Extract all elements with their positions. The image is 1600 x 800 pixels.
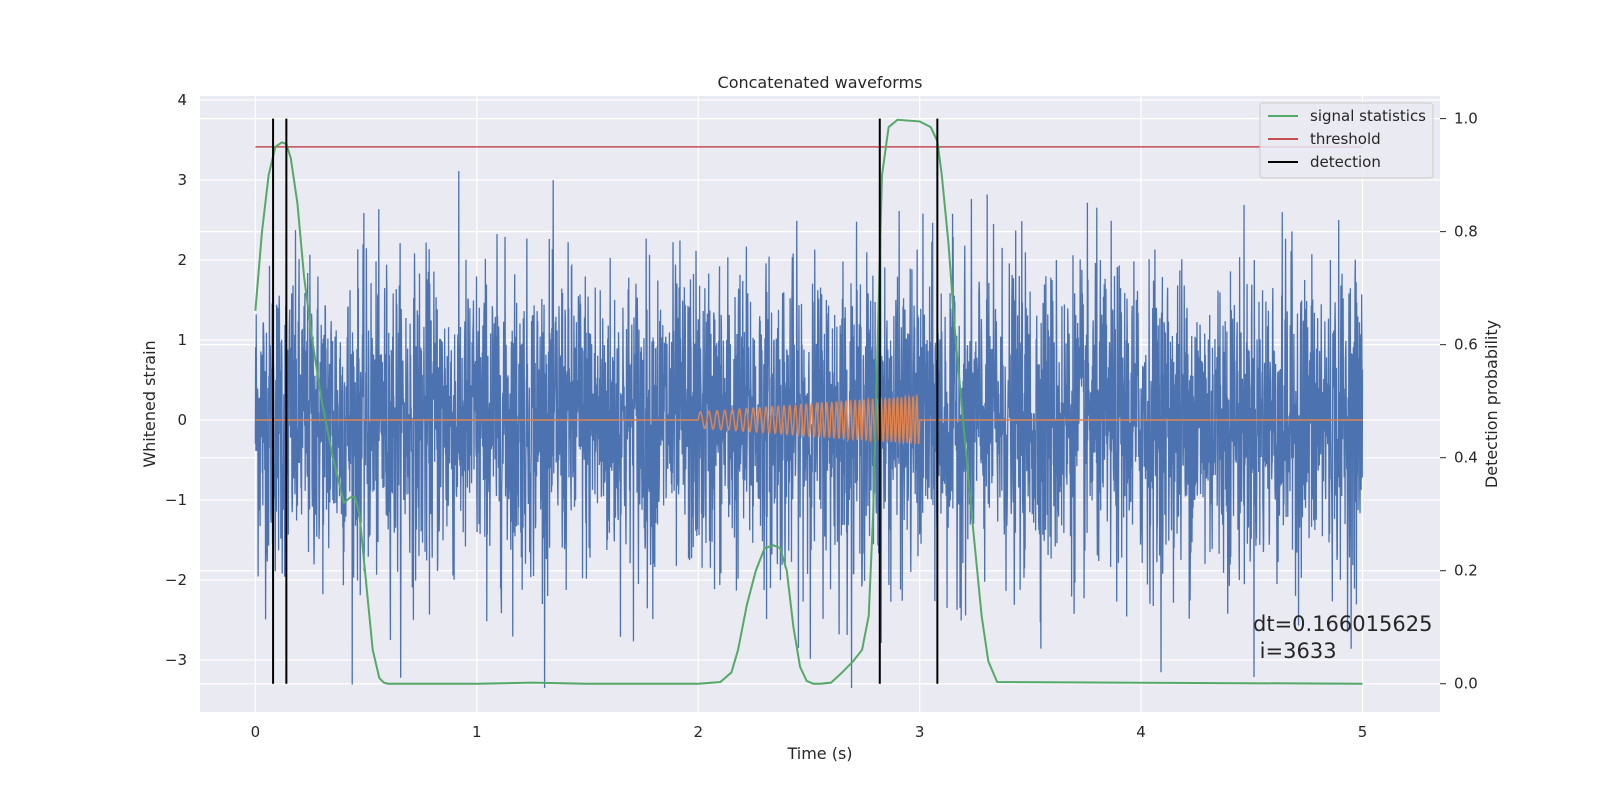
y-tick-label: 3 bbox=[177, 171, 187, 189]
x-axis-label: Time (s) bbox=[786, 744, 852, 763]
x-tick-label: 0 bbox=[251, 723, 261, 741]
signal-statistics-line bbox=[254, 118, 1363, 685]
x-tick-label: 3 bbox=[915, 723, 925, 741]
x-tick-label: 2 bbox=[693, 723, 703, 741]
y-tick-label: 4 bbox=[177, 91, 187, 109]
x-tick-label: 4 bbox=[1136, 723, 1146, 741]
chirp-template-line bbox=[255, 393, 1363, 446]
ticks-layer: 0 1 2 3 4 5 −3 −2 −1 0 1 2 3 4 0.0 0.2 0.4 0.6 0.8 1.0 bbox=[165, 91, 1478, 741]
annotation-i: i=3633 bbox=[1253, 639, 1337, 663]
y2-tick-label: 0.2 bbox=[1454, 562, 1478, 580]
y-tick-label: 1 bbox=[177, 331, 187, 349]
y-tick-label: −1 bbox=[165, 491, 187, 509]
y2-tick-label: 0.4 bbox=[1454, 449, 1478, 467]
chart-title: Concatenated waveforms bbox=[718, 73, 923, 92]
y-tick-label: −2 bbox=[165, 571, 187, 589]
series-layer bbox=[254, 118, 1364, 689]
legend-label-detection: detection bbox=[1310, 153, 1381, 171]
y2-tick-label: 0.6 bbox=[1454, 336, 1478, 354]
annotation-dt: dt=0.166015625 bbox=[1253, 612, 1432, 636]
strain-noise-line bbox=[254, 171, 1364, 689]
legend: signal statistics threshold detection bbox=[1259, 102, 1434, 179]
x-tick-label: 5 bbox=[1358, 723, 1368, 741]
y-axis-label: Whitened strain bbox=[140, 340, 159, 467]
y2-tick-label: 0.8 bbox=[1454, 223, 1478, 241]
y2-tick-label: 0.0 bbox=[1454, 675, 1478, 693]
y2-tick-label: 1.0 bbox=[1454, 110, 1478, 128]
legend-label-signal-statistics: signal statistics bbox=[1310, 107, 1426, 125]
y-tick-label: 0 bbox=[177, 411, 187, 429]
y2-axis-label: Detection probability bbox=[1482, 320, 1501, 488]
legend-label-threshold: threshold bbox=[1310, 130, 1381, 148]
x-tick-label: 1 bbox=[472, 723, 482, 741]
y-tick-label: 2 bbox=[177, 251, 187, 269]
y-tick-label: −3 bbox=[165, 651, 187, 669]
legend-box bbox=[1259, 102, 1434, 179]
